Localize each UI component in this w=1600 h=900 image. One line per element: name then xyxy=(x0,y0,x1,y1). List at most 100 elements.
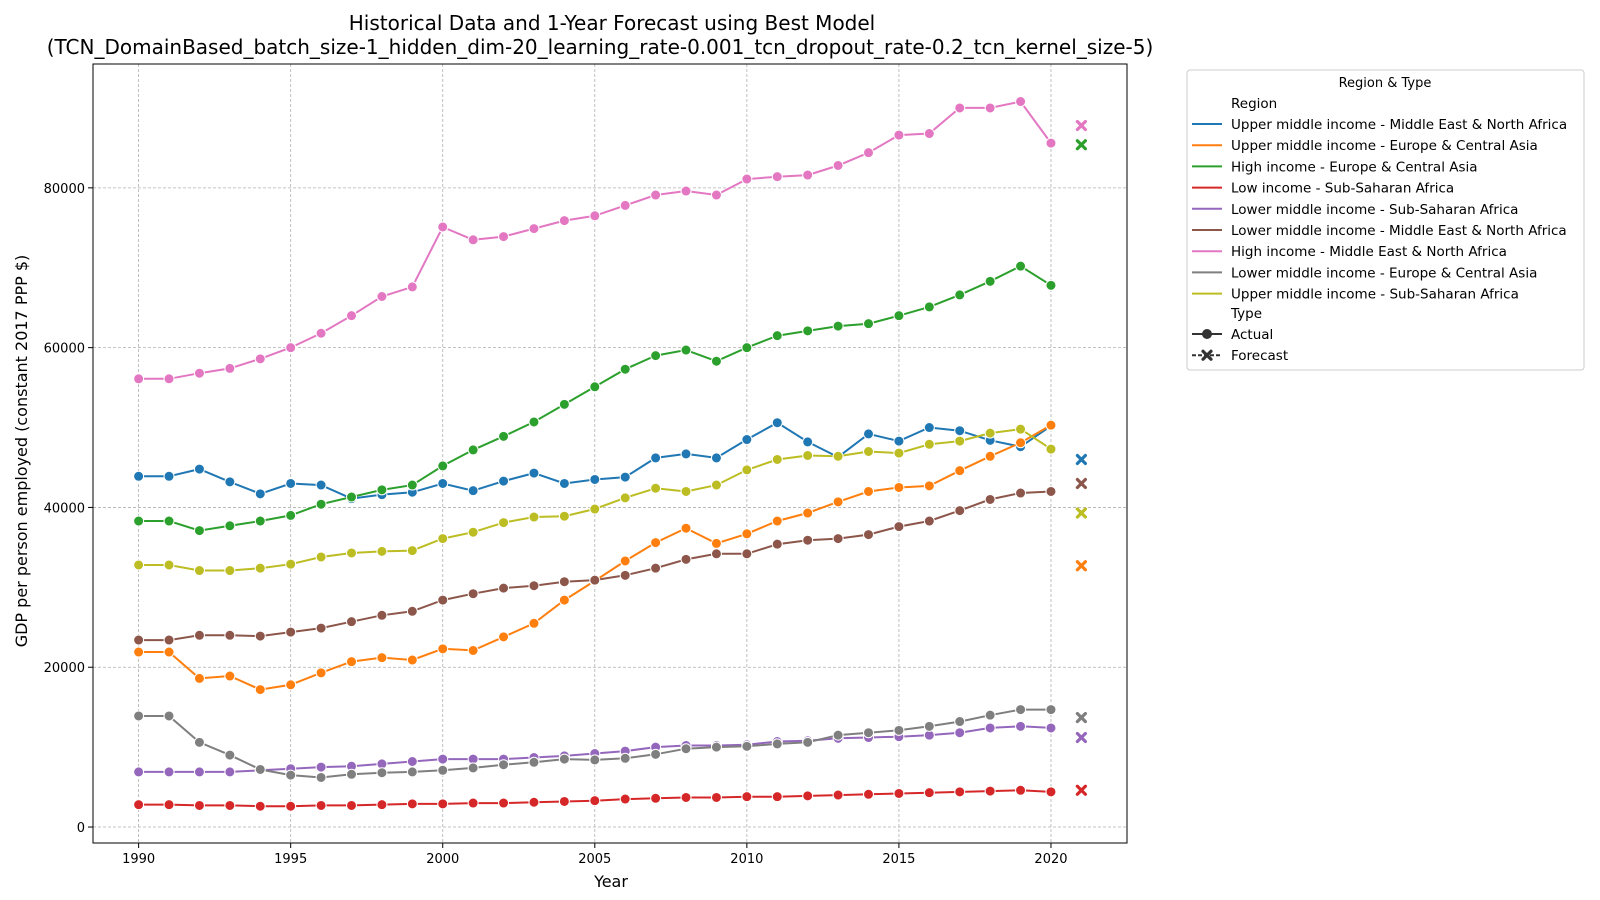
data-point xyxy=(254,800,266,812)
data-point xyxy=(133,470,145,482)
series-8 xyxy=(133,423,1057,577)
legend-entry: Low income - Sub-Saharan Africa xyxy=(1192,181,1454,197)
series-2 xyxy=(133,260,1057,537)
data-point xyxy=(558,594,570,606)
data-point xyxy=(254,763,266,775)
forecast-markers xyxy=(1075,119,1087,796)
data-point xyxy=(863,428,874,440)
data-point xyxy=(619,363,631,375)
data-point xyxy=(619,492,631,504)
data-point xyxy=(802,736,814,748)
data-point xyxy=(619,199,631,211)
data-point xyxy=(133,515,145,527)
legend-entry: Upper middle income - Europe & Central A… xyxy=(1192,138,1538,154)
data-point xyxy=(619,793,631,805)
data-point xyxy=(954,716,966,728)
data-point xyxy=(802,790,814,802)
y-tick-label: 40000 xyxy=(44,501,85,516)
data-point xyxy=(133,710,145,722)
data-point xyxy=(650,562,662,574)
data-point xyxy=(589,754,601,766)
data-point xyxy=(558,477,570,489)
data-point xyxy=(680,522,692,534)
data-point xyxy=(376,545,388,557)
data-point xyxy=(802,507,814,519)
data-point xyxy=(346,768,357,780)
data-point xyxy=(863,318,874,330)
data-point xyxy=(437,798,449,810)
series-lines xyxy=(133,96,1057,812)
data-point xyxy=(680,743,692,755)
data-point xyxy=(133,799,145,811)
data-point xyxy=(498,517,510,529)
data-point xyxy=(863,147,874,159)
data-point xyxy=(741,528,753,540)
forecast-point xyxy=(1075,453,1087,466)
data-point xyxy=(954,505,966,517)
x-tick-label: 1990 xyxy=(122,852,155,867)
legend-region-header: Region xyxy=(1231,96,1277,112)
x-tick-label: 2020 xyxy=(1034,852,1067,867)
data-point xyxy=(710,741,722,753)
series-0 xyxy=(133,417,1057,505)
data-point xyxy=(224,629,236,641)
data-point xyxy=(406,479,418,491)
data-point xyxy=(1045,786,1057,798)
data-point xyxy=(498,430,510,442)
x-marker-icon xyxy=(1201,349,1213,361)
data-point xyxy=(1015,96,1027,108)
data-point xyxy=(163,710,175,722)
data-point xyxy=(954,102,966,114)
legend-label: Lower middle income - Europe & Central A… xyxy=(1231,265,1537,281)
data-point xyxy=(498,475,510,487)
series-3 xyxy=(133,784,1057,812)
data-point xyxy=(224,520,236,532)
data-point xyxy=(193,799,205,811)
data-point xyxy=(893,787,905,799)
data-point xyxy=(224,670,236,682)
data-point xyxy=(406,281,418,293)
data-point xyxy=(984,493,996,505)
data-point xyxy=(893,447,905,459)
data-point xyxy=(558,576,570,588)
legend-label: Upper middle income - Middle East & Nort… xyxy=(1231,117,1567,133)
forecast-point xyxy=(1075,711,1087,724)
data-point xyxy=(771,515,783,527)
data-point xyxy=(589,381,601,393)
data-point xyxy=(406,654,418,666)
data-point xyxy=(863,788,874,800)
data-point xyxy=(984,709,996,721)
data-point xyxy=(133,559,145,571)
data-point xyxy=(741,173,753,185)
data-point xyxy=(285,626,297,638)
data-point xyxy=(680,553,692,565)
data-point xyxy=(315,551,327,563)
data-point xyxy=(954,435,966,447)
data-point xyxy=(498,631,510,643)
data-point xyxy=(163,799,175,811)
legend-entry: Lower middle income - Middle East & Nort… xyxy=(1192,223,1567,239)
series-1 xyxy=(133,419,1057,696)
data-point xyxy=(741,791,753,803)
legend-entry: Lower middle income - Sub-Saharan Africa xyxy=(1192,202,1518,218)
legend-type-header: Type xyxy=(1230,306,1262,322)
data-point xyxy=(1015,784,1027,796)
data-point xyxy=(224,749,236,761)
data-point xyxy=(467,485,479,497)
data-point xyxy=(528,617,540,629)
forecast-point xyxy=(1075,119,1087,132)
data-point xyxy=(1015,437,1027,449)
data-point xyxy=(133,634,145,646)
y-axis-ticks: 0 20000 40000 60000 80000 xyxy=(44,182,93,836)
data-point xyxy=(710,189,722,201)
data-point xyxy=(1045,419,1057,431)
data-point xyxy=(589,473,601,485)
data-point xyxy=(650,452,662,464)
data-point xyxy=(346,310,357,322)
data-point xyxy=(954,289,966,301)
y-tick-label: 0 xyxy=(77,821,85,836)
circle-marker-icon xyxy=(1202,329,1212,339)
data-point xyxy=(893,521,905,533)
data-point xyxy=(315,761,327,773)
data-point xyxy=(528,580,540,592)
